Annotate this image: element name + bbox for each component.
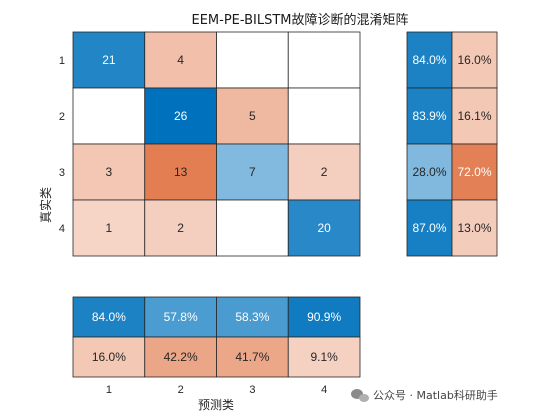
column-summary-incorrect-3-label: 41.7% bbox=[235, 350, 269, 364]
row-summary-incorrect-4 bbox=[451, 199, 498, 257]
main-matrix: 21 426 53 13 7 21 2 20 bbox=[72, 31, 361, 257]
y-axis-label: 真实类 bbox=[38, 187, 53, 223]
column-summary-incorrect-2 bbox=[144, 336, 217, 378]
column-summary: 84.0% 16.0% 57.8% 42.2% 58.3% 41.7% 90.9% 9.1% bbox=[72, 296, 361, 378]
matrix-cell-2-3-label: 5 bbox=[249, 109, 256, 123]
y-ticks: 1 2 3 4 bbox=[59, 55, 65, 235]
row-summary-correct-1-label: 84.0% bbox=[412, 53, 446, 67]
matrix-cell-3-2-label: 13 bbox=[174, 165, 188, 179]
column-summary-correct-3-label: 58.3% bbox=[235, 310, 269, 324]
matrix-cell-3-4-label: 2 bbox=[321, 165, 328, 179]
x-axis-label: 预测类 bbox=[198, 398, 234, 412]
x-tick-3: 3 bbox=[249, 384, 255, 396]
wechat-icon bbox=[351, 389, 369, 402]
x-tick-4: 4 bbox=[321, 384, 327, 396]
column-summary-correct-2 bbox=[144, 296, 217, 338]
matrix-cell-2-4 bbox=[287, 87, 361, 145]
column-summary-incorrect-1-label: 16.0% bbox=[92, 350, 126, 364]
row-summary-correct-1 bbox=[406, 31, 453, 89]
matrix-cell-4-2-label: 2 bbox=[177, 221, 184, 235]
matrix-cell-3-3-label: 7 bbox=[249, 165, 256, 179]
row-summary-incorrect-3-label: 72.0% bbox=[457, 165, 491, 179]
row-summary-correct-4-label: 87.0% bbox=[412, 221, 446, 235]
x-tick-1: 1 bbox=[106, 384, 112, 396]
x-ticks: 1 2 3 4 bbox=[106, 384, 327, 396]
y-tick-1: 1 bbox=[59, 55, 65, 67]
column-summary-correct-4-label: 90.9% bbox=[307, 310, 341, 324]
matrix-cell-4-4-label: 20 bbox=[317, 221, 331, 235]
row-summary-correct-4 bbox=[406, 199, 453, 257]
row-summary: 84.0% 16.0% 83.9% 16.1% 28.0% 72.0% 87.0% 13.0% bbox=[406, 31, 498, 257]
matrix-cell-1-2-label: 4 bbox=[177, 53, 184, 67]
column-summary-correct-1 bbox=[72, 296, 146, 338]
matrix-cell-4-2 bbox=[144, 199, 217, 257]
matrix-cell-1-3 bbox=[216, 31, 289, 89]
y-tick-4: 4 bbox=[59, 223, 65, 235]
matrix-cell-4-1 bbox=[72, 199, 146, 257]
matrix-cell-4-4 bbox=[287, 199, 361, 257]
column-summary-incorrect-1 bbox=[72, 336, 146, 378]
column-summary-correct-1-label: 84.0% bbox=[92, 310, 126, 324]
matrix-cell-1-1 bbox=[72, 31, 146, 89]
watermark-text: 公众号 · Matlab科研助手 bbox=[373, 388, 498, 402]
y-tick-3: 3 bbox=[59, 167, 65, 179]
matrix-cell-2-2 bbox=[144, 87, 217, 145]
column-summary-correct-2-label: 57.8% bbox=[164, 310, 198, 324]
row-summary-correct-3 bbox=[406, 143, 453, 201]
matrix-cell-3-1-label: 3 bbox=[106, 165, 113, 179]
row-summary-incorrect-2-label: 16.1% bbox=[457, 109, 491, 123]
row-summary-correct-3-label: 28.0% bbox=[412, 165, 446, 179]
matrix-cell-3-4 bbox=[287, 143, 361, 201]
column-summary-incorrect-4 bbox=[287, 336, 361, 378]
row-summary-correct-2-label: 83.9% bbox=[412, 109, 446, 123]
row-summary-incorrect-4-label: 13.0% bbox=[457, 221, 491, 235]
matrix-cell-2-3 bbox=[216, 87, 289, 145]
matrix-cell-1-2 bbox=[144, 31, 217, 89]
matrix-cell-2-2-label: 26 bbox=[174, 109, 188, 123]
chart-title: EEM-PE-BILSTM故障诊断的混淆矩阵 bbox=[191, 12, 408, 28]
watermark: 公众号 · Matlab科研助手 bbox=[351, 388, 498, 402]
row-summary-correct-2 bbox=[406, 87, 453, 145]
matrix-cell-4-1-label: 1 bbox=[106, 221, 113, 235]
matrix-cell-1-1-label: 21 bbox=[102, 53, 116, 67]
column-summary-correct-4 bbox=[287, 296, 361, 338]
matrix-cell-4-3 bbox=[216, 199, 289, 257]
matrix-cell-3-1 bbox=[72, 143, 146, 201]
x-tick-2: 2 bbox=[178, 384, 184, 396]
column-summary-incorrect-4-label: 9.1% bbox=[310, 350, 338, 364]
matrix-cell-1-4 bbox=[287, 31, 361, 89]
column-summary-incorrect-2-label: 42.2% bbox=[164, 350, 198, 364]
row-summary-incorrect-3 bbox=[451, 143, 498, 201]
matrix-cell-2-1 bbox=[72, 87, 146, 145]
matrix-cell-3-2 bbox=[144, 143, 217, 201]
row-summary-incorrect-1-label: 16.0% bbox=[457, 53, 491, 67]
column-summary-incorrect-3 bbox=[216, 336, 289, 378]
y-tick-2: 2 bbox=[59, 111, 65, 123]
